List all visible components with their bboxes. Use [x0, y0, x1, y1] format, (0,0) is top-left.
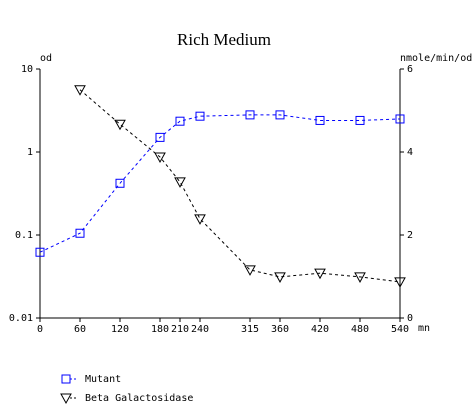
marker	[244, 265, 256, 276]
y-tick-label: 10	[21, 64, 33, 75]
marker	[74, 85, 86, 96]
x-tick-label: 60	[74, 324, 86, 335]
x-tick-label: 210	[171, 324, 189, 335]
y2-axis-label: nmole/min/od	[400, 53, 472, 64]
marker	[194, 214, 206, 225]
marker	[275, 110, 285, 120]
y2-tick-label: 2	[407, 230, 413, 241]
legend-marker	[60, 393, 72, 405]
chart-title: Rich Medium	[177, 30, 271, 49]
series-line	[39, 114, 401, 253]
marker	[355, 115, 365, 125]
marker	[115, 178, 125, 188]
marker	[114, 119, 126, 131]
x-tick-label: 315	[241, 324, 259, 335]
marker	[394, 277, 406, 288]
legend-label: Beta Galactosidase	[85, 393, 193, 404]
legend-label: Mutant	[85, 374, 121, 385]
y2-tick-label: 4	[407, 147, 413, 158]
marker	[354, 272, 366, 283]
x-tick-label: 540	[391, 324, 409, 335]
marker	[245, 110, 255, 120]
x-tick-label: 480	[351, 324, 369, 335]
y-axis-label: od	[40, 53, 52, 64]
y2-tick-label: 6	[407, 64, 413, 75]
y-tick-label: 0.1	[15, 230, 33, 241]
x-tick-label: 0	[37, 324, 43, 335]
legend-marker	[61, 374, 71, 384]
marker	[154, 152, 166, 164]
marker	[314, 268, 326, 280]
marker	[155, 132, 165, 142]
x-tick-label: 120	[111, 324, 129, 335]
marker	[174, 177, 186, 188]
series-line	[79, 89, 401, 283]
marker	[315, 115, 325, 125]
marker	[175, 116, 185, 126]
x-tick-label: 180	[151, 324, 169, 335]
x-tick-label: 420	[311, 324, 329, 335]
marker	[195, 111, 205, 121]
x-tick-label: 240	[191, 324, 209, 335]
marker	[75, 228, 85, 238]
x-axis-label: mn	[418, 323, 430, 334]
y2-tick-label: 0	[407, 313, 413, 324]
marker	[35, 247, 45, 257]
x-tick-label: 360	[271, 324, 289, 335]
marker	[274, 272, 286, 283]
marker	[395, 114, 405, 124]
y-tick-label: 0.01	[9, 313, 33, 324]
y-tick-label: 1	[27, 147, 33, 158]
